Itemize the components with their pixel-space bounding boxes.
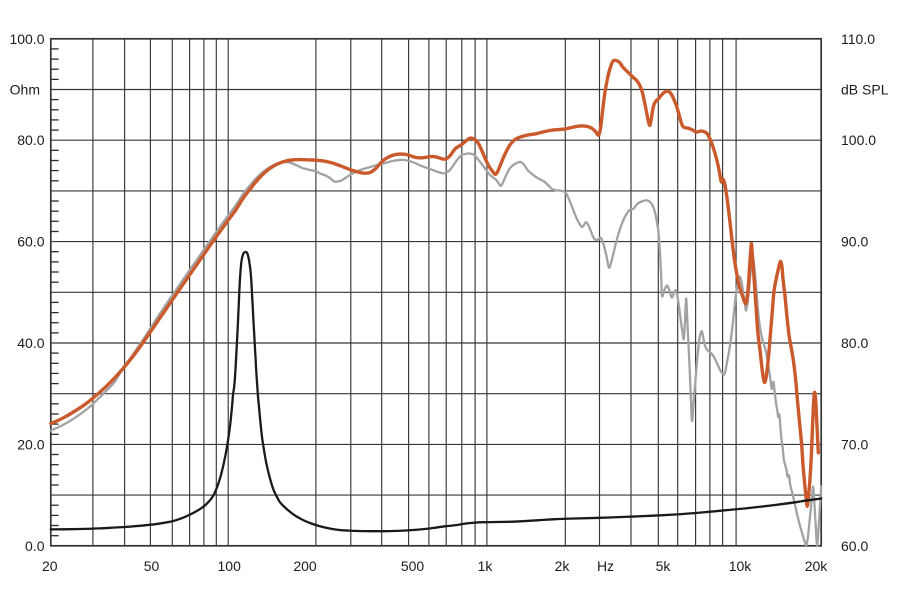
svg-text:Hz: Hz bbox=[597, 558, 614, 574]
svg-text:90.0: 90.0 bbox=[841, 234, 868, 250]
svg-text:0.0: 0.0 bbox=[25, 538, 45, 554]
svg-text:100.0: 100.0 bbox=[841, 132, 876, 148]
svg-text:20k: 20k bbox=[805, 558, 829, 574]
svg-text:50: 50 bbox=[144, 558, 160, 574]
svg-text:dB SPL: dB SPL bbox=[841, 82, 889, 98]
svg-text:100: 100 bbox=[218, 558, 242, 574]
svg-text:5k: 5k bbox=[656, 558, 672, 574]
svg-text:1k: 1k bbox=[478, 558, 494, 574]
svg-text:60.0: 60.0 bbox=[841, 538, 868, 554]
svg-text:60.0: 60.0 bbox=[17, 234, 44, 250]
svg-text:20.0: 20.0 bbox=[17, 436, 44, 452]
svg-text:70.0: 70.0 bbox=[841, 436, 868, 452]
svg-text:Ohm: Ohm bbox=[10, 82, 40, 98]
svg-text:80.0: 80.0 bbox=[841, 335, 868, 351]
svg-text:500: 500 bbox=[401, 558, 425, 574]
svg-text:110.0: 110.0 bbox=[841, 31, 875, 47]
svg-text:100.0: 100.0 bbox=[9, 31, 44, 47]
svg-text:200: 200 bbox=[293, 558, 317, 574]
svg-text:2k: 2k bbox=[555, 558, 571, 574]
svg-text:80.0: 80.0 bbox=[17, 132, 44, 148]
svg-text:40.0: 40.0 bbox=[17, 335, 44, 351]
svg-text:10k: 10k bbox=[729, 558, 753, 574]
svg-text:20: 20 bbox=[42, 558, 58, 574]
